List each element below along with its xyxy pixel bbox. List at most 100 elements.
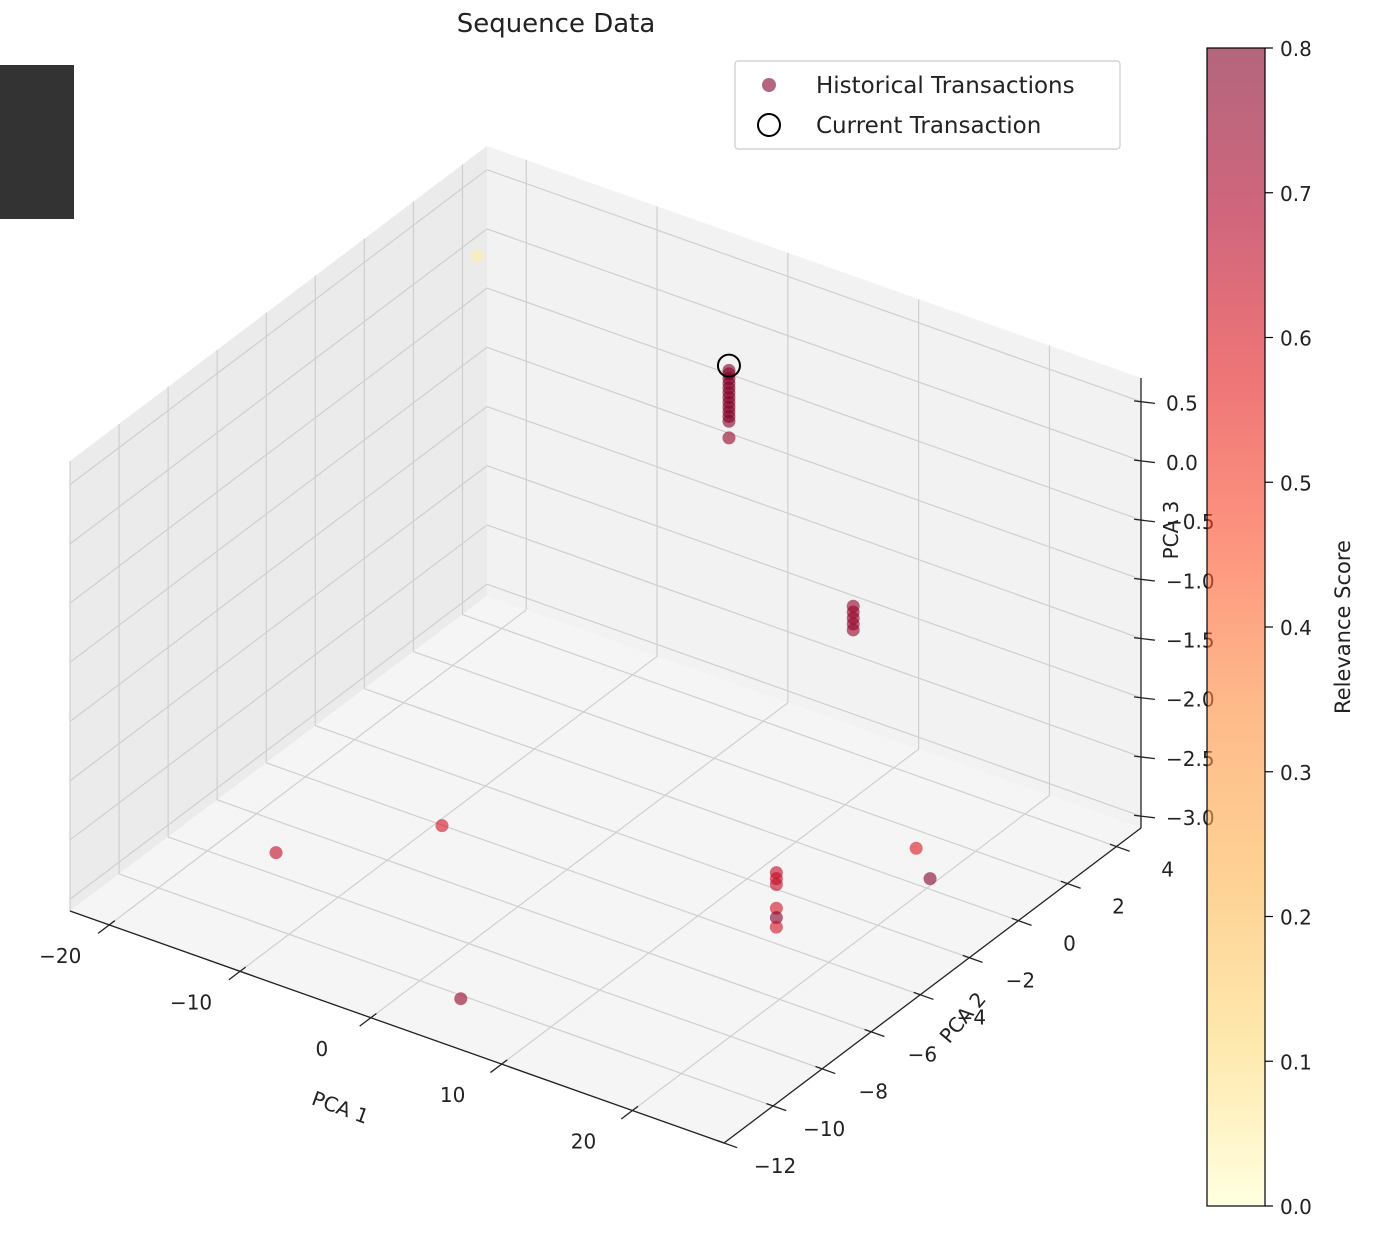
x-tick-mark [97,920,116,934]
z-tick-mark [1133,400,1155,404]
chart-title: Sequence Data [457,9,656,39]
gridline-z-back [486,583,1142,817]
z-tick-mark [1133,814,1155,819]
colorbar-gradient [1207,48,1265,1206]
colorbar-tick-label: 0.3 [1280,761,1312,785]
gridline-z-side [69,406,488,723]
historical-point [769,911,783,925]
gridline-z-side [69,169,488,486]
gridline-y-floor [266,762,921,996]
gridline-z-back [486,405,1142,640]
z-tick-mark [1133,755,1155,760]
gridline-y-floor [315,725,970,959]
gridline-z-side [69,524,488,841]
colorbar-tick-label: 0.2 [1280,906,1312,930]
z-tick-mark [1133,577,1155,582]
colorbar-tick-label: 0.0 [1280,1195,1312,1219]
historical-point [722,414,736,428]
legend-marker-historical [762,78,776,92]
y-tick-mark [717,1140,738,1149]
x-tick-label: 10 [440,1083,465,1107]
gridline-x-floor [501,748,920,1065]
z-tick-mark [1133,459,1155,464]
back-pane [487,146,1141,828]
colorbar-ticks: 0.0 0.1 0.2 0.3 0.4 0.5 0.6 0.7 0.8 [1265,37,1312,1219]
y-tick-label: −12 [754,1154,796,1178]
legend-marker-current [757,113,781,137]
gridline-y-floor [462,613,1117,848]
gridline-x-floor [108,609,527,926]
historical-point [470,249,484,263]
colorbar: 0.0 0.1 0.2 0.3 0.4 0.5 0.6 0.7 0.8 Relevance Sc… [1206,37,1355,1219]
x-axis-line [69,910,725,1144]
z-tick-mark [1133,696,1155,701]
current-point [716,353,741,378]
gridline-x-floor [632,795,1050,1111]
gridline-z-back [486,346,1142,580]
legend-entry-current: Current Transaction [816,113,1041,139]
gridline-z-side [69,465,488,782]
gridline-x-floor [370,702,789,1019]
colorbar-label: Relevance Score [1331,540,1355,714]
x-tick-mark [620,1105,639,1120]
y-tick-mark [1011,917,1032,926]
y-tick-mark [1109,843,1130,852]
legend-frame [734,60,1121,150]
axes-grid [69,159,1142,1144]
gridline-z-back [486,169,1142,403]
x-tick-label: −20 [39,944,81,968]
colorbar-tick-label: 0.7 [1280,182,1312,206]
y-tick-label: −2 [1006,969,1035,993]
gridline-x-floor [239,655,658,972]
y-tick-label: 2 [1112,894,1125,918]
colorbar-tick-label: 0.4 [1280,616,1312,640]
gridline-z-back [486,465,1142,699]
gridline-y-floor [167,836,823,1070]
z-tick-label: 0.0 [1166,451,1198,475]
y-tick-mark [864,1028,885,1038]
z-tick-mark [1133,637,1155,641]
axes-panes [70,146,1141,1143]
x-tick-mark [490,1059,508,1074]
x-tick-label: 20 [571,1130,596,1154]
y-tick-mark [815,1065,836,1075]
historical-point [435,819,449,833]
y-tick-mark [913,991,934,1001]
gridline-y-floor [413,651,1068,885]
y-tick-label: 4 [1161,857,1174,881]
historical-point [923,872,937,886]
historical-point [269,846,283,860]
gridline-z-side [69,228,488,545]
gridline-z-side [69,583,488,900]
legend: Historical Transactions Current Transact… [734,60,1121,150]
y-tick-label: −6 [908,1043,937,1067]
x-tick-label: 0 [315,1037,328,1061]
colorbar-tick-label: 0.1 [1280,1050,1312,1074]
data-points [269,249,937,1006]
historical-point [722,431,736,445]
y-tick-label: 0 [1063,931,1076,955]
historical-point [454,992,468,1006]
side-pane [70,146,487,911]
legend-entry-historical: Historical Transactions [816,73,1075,99]
y-tick-mark [962,954,983,963]
z-tick-label: 0.5 [1166,392,1198,416]
gridline-z-side [69,346,488,663]
historical-point [769,878,783,892]
dark-overlay-block [0,65,74,219]
z-tick-mark [1133,518,1155,523]
gridline-z-side [69,287,488,604]
historical-point [769,920,783,934]
x-tick-mark [228,966,247,981]
x-tick-mark [359,1012,377,1027]
y-tick-label: −4 [957,1006,986,1030]
gridline-z-back [486,524,1142,758]
y-axis-line [723,827,1142,1144]
colorbar-tick-label: 0.5 [1280,471,1312,495]
gridline-z-back [486,228,1142,462]
historical-point [769,901,783,915]
gridline-z-back [486,287,1142,521]
gridline-y-floor [216,799,872,1033]
x-axis-label: PCA 1 [309,1086,372,1129]
